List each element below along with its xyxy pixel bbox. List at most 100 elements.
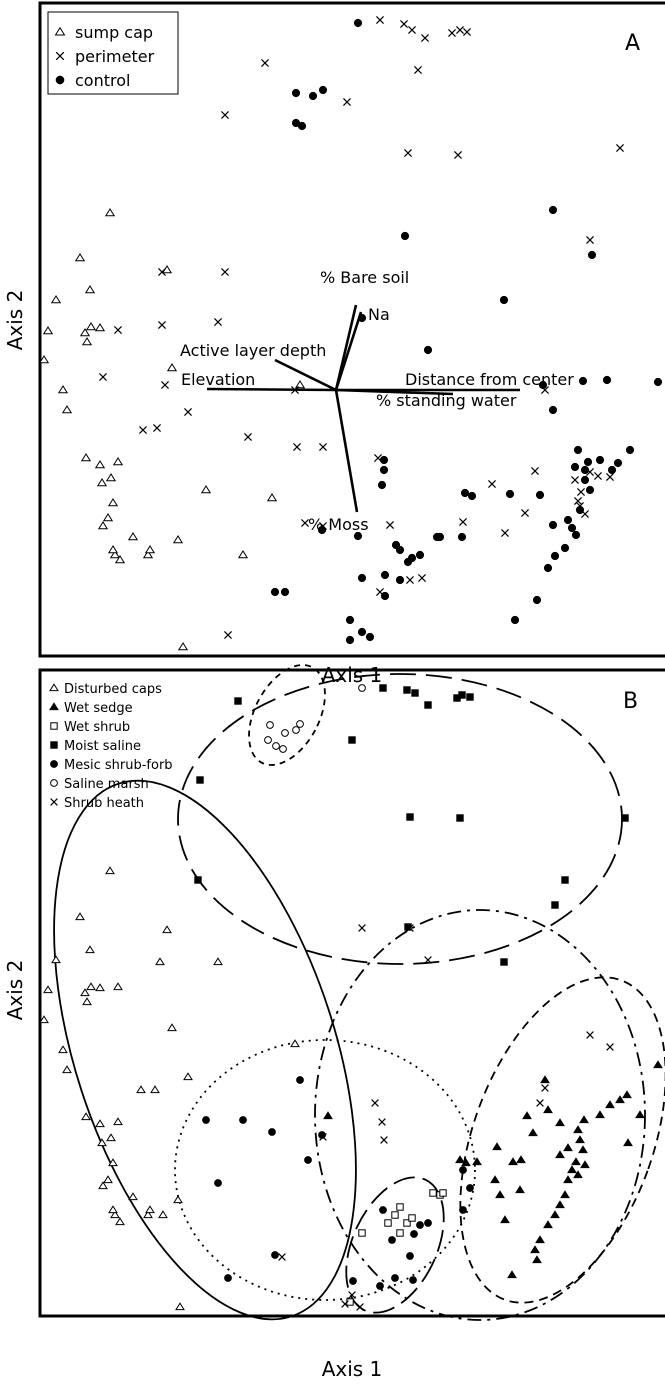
point-perimeter [448, 29, 456, 37]
point-shrub-heath [371, 1099, 379, 1107]
point-saline-marsh [266, 721, 274, 729]
point-shrub-heath [536, 1099, 544, 1107]
point-disturbed-caps [155, 957, 165, 966]
point-shrub-heath [380, 1136, 388, 1144]
point-disturbed-caps [95, 983, 105, 992]
point-mesic-shrub-forb [388, 1236, 396, 1244]
point-moist-saline [194, 876, 202, 884]
point-perimeter [459, 518, 467, 526]
point-sump-cap [172, 535, 184, 544]
point-control [391, 540, 401, 550]
point-control [580, 475, 590, 485]
point-sump-cap [127, 532, 139, 541]
point-perimeter [343, 98, 351, 106]
point-control [380, 570, 390, 580]
point-wet-sedge [567, 1165, 577, 1174]
point-wet-sedge [571, 1157, 581, 1166]
point-perimeter [418, 574, 426, 582]
legend-b-shrub-heath: Shrub heath [64, 796, 144, 811]
panel-a-letter: A [625, 31, 640, 56]
vector-elevation [206, 387, 337, 392]
point-mesic-shrub-forb [379, 1206, 387, 1214]
point-disturbed-caps [167, 1023, 177, 1032]
point-moist-saline [403, 686, 411, 694]
point-shrub-heath [278, 1253, 286, 1261]
point-perimeter [421, 34, 429, 42]
ellipse-saline-marsh [248, 664, 326, 766]
point-perimeter [571, 476, 579, 484]
point-perimeter [488, 480, 496, 488]
point-wet-sedge [555, 1150, 565, 1159]
point-perimeter [221, 111, 229, 119]
legend-symbol-shrub-heath [50, 798, 58, 806]
point-perimeter [158, 321, 166, 329]
point-disturbed-caps [103, 1175, 113, 1184]
point-control [510, 615, 520, 625]
point-perimeter [501, 529, 509, 537]
point-control [499, 295, 509, 305]
panel-b-y-axis-title: Axis 2 [3, 960, 27, 1021]
point-sump-cap [85, 322, 97, 331]
point-disturbed-caps [213, 957, 223, 966]
point-wet-shrub [408, 1214, 416, 1222]
point-wet-sedge [516, 1155, 526, 1164]
legend-symbol-control [55, 75, 65, 85]
panel-a-legend-box [47, 11, 179, 95]
point-wet-sedge [580, 1160, 590, 1169]
point-control [377, 480, 387, 490]
point-perimeter [454, 151, 462, 159]
point-wet-sedge [323, 1111, 333, 1120]
point-moist-saline [621, 814, 629, 822]
point-wet-sedge [461, 1158, 471, 1167]
point-disturbed-caps [80, 988, 90, 997]
point-disturbed-caps [39, 1015, 49, 1024]
point-sump-cap [266, 493, 278, 502]
point-mesic-shrub-forb [202, 1116, 210, 1124]
point-disturbed-caps [173, 1195, 183, 1204]
point-disturbed-caps [58, 1045, 68, 1054]
point-sump-cap [96, 478, 108, 487]
point-sump-cap [84, 285, 96, 294]
point-disturbed-caps [113, 1117, 123, 1126]
point-sump-cap [42, 326, 54, 335]
point-shrub-heath [606, 1043, 614, 1051]
point-control [538, 380, 548, 390]
point-sump-cap [107, 498, 119, 507]
panel-a: A sump cap perimeter control % Bare soil… [3, 1, 665, 687]
ellipse-wet-sedge [459, 976, 665, 1304]
panel-a-y-axis-title: Axis 2 [3, 290, 27, 351]
point-shrub-heath [541, 1084, 549, 1092]
point-shrub-heath [341, 1300, 349, 1308]
legend-symbol-wet-sedge [49, 702, 59, 711]
point-disturbed-caps [86, 982, 96, 991]
point-sump-cap [61, 405, 73, 414]
point-control [460, 488, 470, 498]
point-wet-sedge [530, 1245, 540, 1254]
point-perimeter [153, 424, 161, 432]
vector-standing-water [335, 388, 454, 396]
point-sump-cap [81, 337, 93, 346]
legend-a-perimeter: perimeter [75, 47, 155, 66]
point-moist-saline [561, 876, 569, 884]
point-mesic-shrub-forb [391, 1274, 399, 1282]
point-perimeter [404, 149, 412, 157]
point-sump-cap [105, 473, 117, 482]
point-moist-saline [406, 813, 414, 821]
point-wet-sedge [563, 1175, 573, 1184]
point-control [575, 505, 585, 515]
point-control [345, 635, 355, 645]
point-perimeter [616, 144, 624, 152]
legend-symbol-sump-cap [54, 26, 66, 36]
point-moist-saline [466, 693, 474, 701]
vector-active-layer-depth [274, 358, 337, 392]
legend-symbol-saline-marsh [50, 779, 58, 787]
point-control [602, 375, 612, 385]
point-sump-cap [142, 550, 154, 559]
point-shrub-heath [356, 1303, 364, 1311]
point-moist-saline [234, 697, 242, 705]
point-perimeter [221, 268, 229, 276]
point-disturbed-caps [108, 1158, 118, 1167]
panel-b-frame [38, 668, 665, 1318]
point-perimeter [244, 433, 252, 441]
point-control [550, 551, 560, 561]
